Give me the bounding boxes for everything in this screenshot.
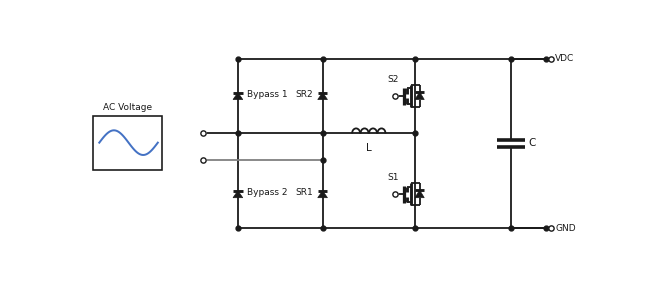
Polygon shape	[233, 191, 243, 198]
Text: SR2: SR2	[295, 90, 313, 99]
Polygon shape	[233, 93, 243, 99]
Text: GND: GND	[555, 224, 576, 233]
Text: Bypass 1: Bypass 1	[247, 90, 288, 99]
Polygon shape	[318, 191, 328, 198]
Polygon shape	[318, 93, 328, 99]
Bar	[93, 116, 163, 170]
Text: S1: S1	[388, 173, 399, 182]
Polygon shape	[415, 92, 424, 99]
Text: VDC: VDC	[555, 54, 574, 63]
Text: L: L	[366, 143, 372, 153]
Text: AC Voltage: AC Voltage	[103, 103, 153, 112]
Text: S2: S2	[388, 75, 399, 84]
Text: Bypass 2: Bypass 2	[247, 188, 288, 197]
Text: C: C	[528, 138, 536, 149]
Polygon shape	[415, 190, 424, 198]
Text: SR1: SR1	[295, 188, 313, 197]
